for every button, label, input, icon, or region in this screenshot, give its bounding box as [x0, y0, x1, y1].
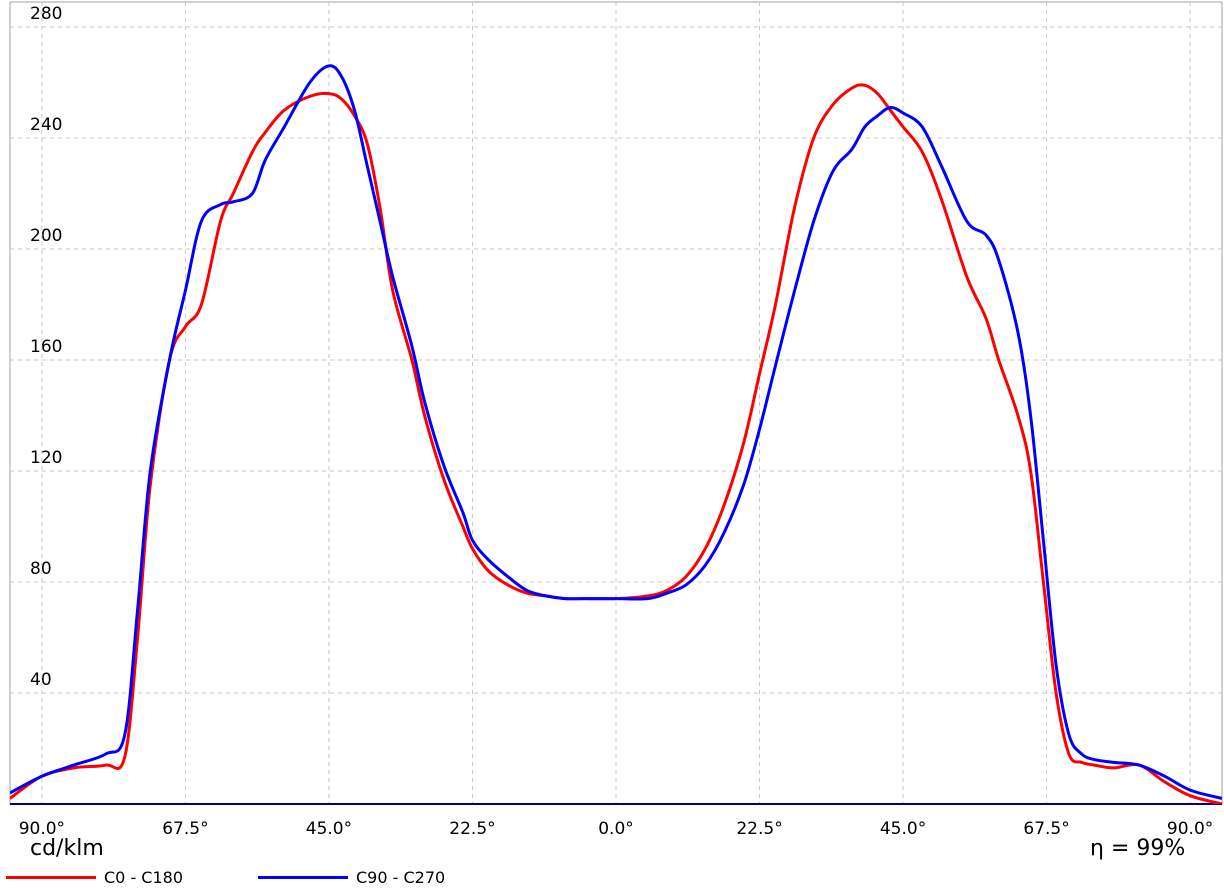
legend-label-c0-c180: C0 - C180 — [104, 867, 184, 887]
series-line-c90-c270 — [10, 64, 1222, 800]
legend-item-c90-c270: C90 - C270 — [258, 866, 445, 888]
x-tick-label: 67.5° — [1023, 819, 1069, 839]
x-tick-label: 0.0° — [598, 819, 634, 839]
x-tick-label: 90.0° — [19, 819, 65, 839]
y-tick-label: 160 — [30, 337, 62, 357]
x-tick-label: 22.5° — [736, 819, 782, 839]
y-tick-label: 240 — [30, 115, 62, 135]
y-tick-label: 200 — [30, 226, 62, 246]
unit-label: cd/klm — [30, 836, 104, 861]
legend-item-c0-c180: C0 - C180 — [6, 866, 183, 888]
x-tick-label: 90.0° — [1167, 819, 1213, 839]
y-tick-label: 80 — [30, 559, 52, 579]
x-tick-label: 45.0° — [880, 819, 926, 839]
y-tick-label: 120 — [30, 448, 62, 468]
x-tick-label: 45.0° — [306, 819, 352, 839]
y-tick-label: 40 — [30, 670, 52, 690]
legend-swatch-c90-c270 — [258, 875, 348, 879]
x-tick-label: 67.5° — [162, 819, 208, 839]
legend-swatch-c0-c180 — [6, 875, 96, 879]
legend-label-c90-c270: C90 - C270 — [356, 867, 446, 887]
x-tick-label: 22.5° — [449, 819, 495, 839]
y-tick-label: 280 — [30, 4, 62, 24]
efficiency-label: η = 99% — [1090, 836, 1186, 861]
